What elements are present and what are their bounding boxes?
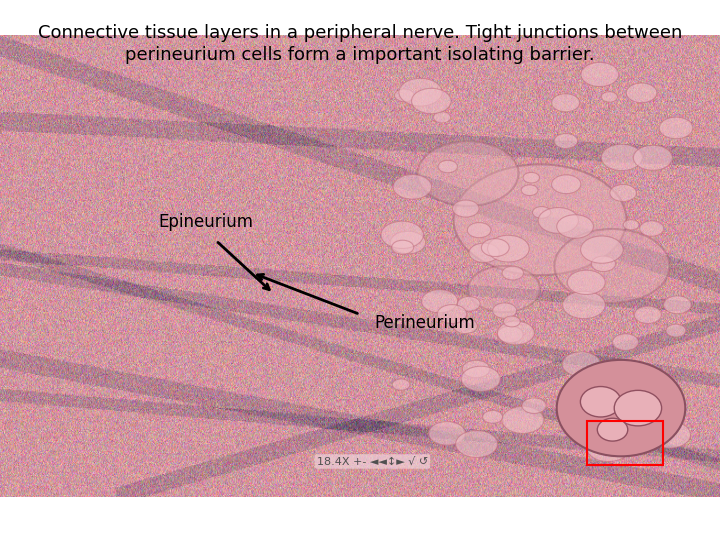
Circle shape — [503, 316, 521, 327]
Circle shape — [428, 422, 465, 445]
Circle shape — [562, 411, 595, 432]
Circle shape — [437, 305, 467, 323]
Circle shape — [587, 434, 630, 462]
Circle shape — [624, 220, 639, 230]
Circle shape — [457, 296, 480, 311]
Circle shape — [433, 112, 451, 123]
Text: 18.4X +- ◄◄↕► √ ↺: 18.4X +- ◄◄↕► √ ↺ — [317, 456, 428, 467]
Circle shape — [498, 321, 534, 345]
Circle shape — [452, 200, 479, 217]
Circle shape — [552, 175, 581, 194]
Circle shape — [598, 418, 628, 441]
Circle shape — [412, 89, 451, 114]
Circle shape — [454, 318, 477, 334]
Circle shape — [468, 266, 540, 312]
Circle shape — [649, 421, 690, 448]
Circle shape — [438, 160, 457, 173]
Circle shape — [467, 222, 491, 238]
Circle shape — [482, 239, 509, 256]
Circle shape — [523, 172, 539, 183]
Circle shape — [482, 410, 503, 423]
Circle shape — [554, 133, 577, 148]
Circle shape — [562, 352, 600, 376]
Bar — [588, 421, 663, 465]
Circle shape — [454, 164, 626, 275]
Circle shape — [418, 141, 518, 206]
Text: Perineurium: Perineurium — [374, 314, 475, 332]
Text: perineurium cells form a important isolating barrier.: perineurium cells form a important isola… — [125, 46, 595, 64]
Circle shape — [421, 289, 458, 313]
Circle shape — [634, 145, 672, 170]
Circle shape — [639, 221, 664, 236]
Circle shape — [601, 92, 618, 102]
Circle shape — [557, 215, 593, 238]
Circle shape — [492, 303, 517, 318]
Circle shape — [614, 390, 662, 426]
Circle shape — [462, 366, 500, 391]
Circle shape — [462, 360, 490, 378]
Circle shape — [591, 256, 616, 272]
Circle shape — [381, 221, 423, 248]
Circle shape — [626, 83, 657, 103]
Circle shape — [502, 266, 523, 280]
Circle shape — [634, 306, 662, 323]
Circle shape — [498, 326, 523, 343]
Circle shape — [554, 229, 670, 303]
Circle shape — [392, 240, 414, 254]
Circle shape — [567, 270, 606, 294]
Circle shape — [395, 89, 414, 102]
Circle shape — [552, 94, 580, 112]
Circle shape — [390, 231, 426, 254]
Text: Epineurium: Epineurium — [158, 213, 253, 231]
Circle shape — [393, 174, 431, 199]
Circle shape — [487, 235, 529, 262]
Circle shape — [399, 78, 442, 106]
Circle shape — [601, 144, 642, 171]
Circle shape — [580, 236, 623, 264]
Circle shape — [456, 430, 498, 457]
Circle shape — [469, 243, 499, 262]
Text: Connective tissue layers in a peripheral nerve. Tight junctions between: Connective tissue layers in a peripheral… — [38, 24, 682, 42]
Circle shape — [666, 324, 686, 337]
Circle shape — [533, 207, 551, 218]
Circle shape — [539, 207, 578, 233]
Circle shape — [613, 334, 639, 350]
Circle shape — [580, 387, 621, 417]
Circle shape — [664, 296, 691, 314]
Circle shape — [581, 63, 618, 86]
Circle shape — [660, 117, 693, 139]
Circle shape — [392, 379, 410, 390]
Circle shape — [562, 291, 606, 319]
Circle shape — [557, 360, 685, 456]
Circle shape — [521, 185, 538, 195]
Circle shape — [502, 407, 544, 434]
Circle shape — [522, 398, 546, 414]
Circle shape — [610, 185, 636, 201]
